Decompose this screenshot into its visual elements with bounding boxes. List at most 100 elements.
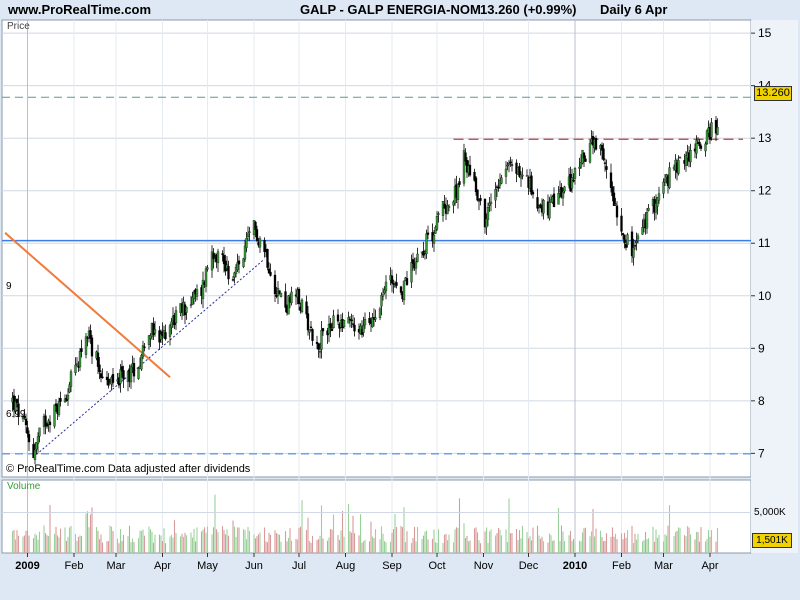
candle-body: [221, 253, 224, 256]
candle: [105, 371, 109, 386]
candle-body: [657, 193, 661, 201]
candle-body: [611, 186, 614, 197]
candle-body: [563, 186, 566, 192]
candle-body: [473, 171, 476, 181]
candle-body: [506, 164, 509, 167]
candle-body: [489, 201, 493, 204]
candle-body: [452, 201, 455, 206]
last-price-badge: 13.260: [754, 86, 792, 101]
candle-body: [468, 164, 472, 176]
candle-body: [507, 163, 511, 165]
candle: [432, 229, 436, 252]
candle-body: [234, 267, 238, 275]
candle: [416, 247, 419, 263]
candle: [300, 298, 304, 314]
candle-body: [437, 213, 440, 215]
candle-body: [476, 189, 479, 201]
candle-body: [75, 363, 79, 365]
candle-body: [89, 330, 92, 339]
candle: [603, 158, 607, 172]
x-tick-label-2: Mar: [107, 560, 126, 572]
x-tick-label-8: Sep: [382, 560, 402, 572]
candle-body: [23, 416, 26, 418]
price-panel-label: Price: [7, 21, 30, 32]
candle: [321, 327, 325, 336]
x-tick-label-9: Oct: [428, 560, 445, 572]
candle: [350, 313, 353, 329]
candle: [263, 237, 266, 258]
candle-body: [633, 245, 637, 247]
candle: [99, 370, 103, 383]
candle: [38, 427, 41, 443]
y-tick-label-10: 10: [758, 289, 772, 303]
uptrend-dotted-line: [33, 258, 265, 458]
candle-body: [542, 199, 545, 214]
candle: [521, 167, 524, 180]
candle: [107, 373, 110, 389]
candle: [147, 334, 151, 350]
candle-body: [237, 260, 241, 265]
candle-body: [149, 335, 152, 339]
candle: [33, 442, 37, 465]
candle: [485, 213, 488, 236]
candle: [437, 211, 440, 223]
candle-body: [641, 227, 644, 235]
candle: [111, 367, 115, 388]
candle-body: [647, 207, 650, 211]
candle: [542, 198, 545, 220]
volume-panel: [1, 479, 752, 554]
candle: [129, 364, 133, 389]
site-url[interactable]: www.ProRealTime.com: [8, 2, 152, 17]
candle-body: [434, 227, 437, 234]
candle-body: [273, 274, 277, 295]
y-tick-label-7: 7: [758, 446, 765, 460]
candle: [624, 239, 628, 251]
candle-body: [411, 259, 415, 264]
candle: [588, 139, 592, 164]
candle: [510, 159, 514, 172]
candle-body: [485, 218, 488, 228]
candle-body: [414, 261, 418, 269]
candle-body: [530, 175, 533, 195]
candle: [368, 311, 371, 326]
candle: [704, 141, 707, 157]
candle: [353, 317, 356, 337]
candle: [689, 143, 692, 168]
candle: [120, 360, 124, 378]
candle: [45, 422, 49, 429]
candle: [221, 250, 224, 262]
candle-body: [119, 369, 122, 384]
candle: [519, 171, 523, 187]
grid-lines: [2, 32, 751, 454]
candle: [24, 413, 28, 433]
candle: [287, 294, 290, 315]
candle-body: [474, 177, 478, 193]
candle: [518, 162, 521, 178]
candle: [168, 323, 172, 346]
candle-body: [44, 415, 47, 427]
candle: [483, 198, 487, 234]
candle: [170, 318, 173, 335]
candle: [27, 430, 31, 451]
candle-body: [236, 262, 239, 270]
candle: [143, 343, 146, 352]
candle-body: [90, 337, 94, 357]
candle: [297, 287, 301, 311]
candle: [236, 253, 239, 272]
last-price-change: 13.260 (+0.99%): [480, 2, 577, 17]
candle: [347, 311, 350, 324]
candle-body: [494, 188, 497, 201]
candle-body: [267, 268, 271, 274]
candle-body: [15, 399, 19, 404]
candle: [456, 182, 460, 209]
candle: [509, 156, 512, 167]
candle-body: [483, 198, 487, 228]
candle: [290, 286, 293, 306]
candle-body: [143, 346, 146, 348]
candle-body: [695, 140, 698, 154]
candle-body: [699, 145, 703, 149]
candle: [309, 321, 313, 332]
symbol-title: GALP - GALP ENERGIA-NOM: [300, 2, 481, 17]
candle-body: [704, 143, 707, 152]
candle-body: [195, 289, 199, 297]
